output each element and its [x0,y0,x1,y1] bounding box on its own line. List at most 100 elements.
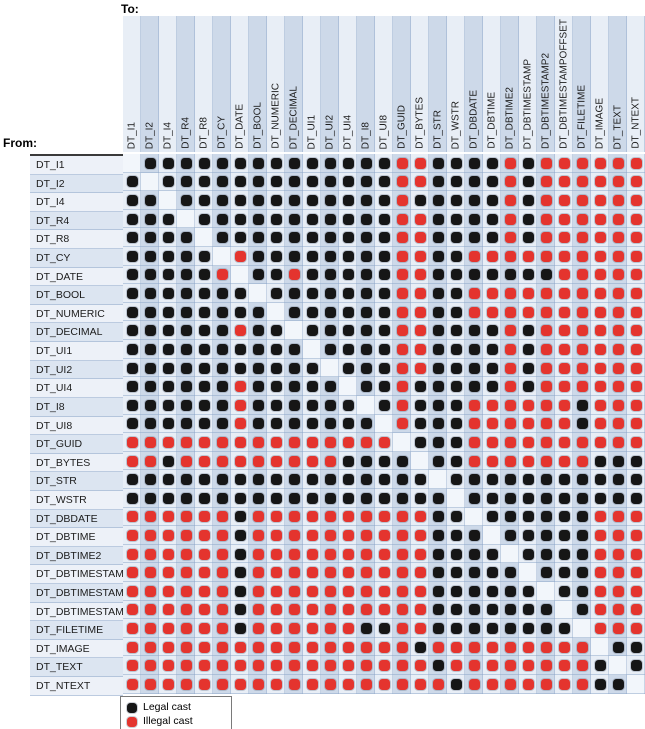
legal-cast-dot [162,288,174,300]
legal-cast-dot [234,585,246,597]
matrix-cell [141,247,159,266]
legal-cast-dot [486,604,498,616]
matrix-cell [177,209,195,229]
illegal-cast-dot [522,399,534,411]
matrix-cell [447,582,465,601]
matrix-cell [483,656,501,676]
illegal-cast-dot [558,343,570,355]
legal-cast-dot [612,492,624,504]
matrix-cell [537,414,555,434]
matrix-cell [141,284,159,303]
illegal-cast-dot [198,511,210,523]
illegal-cast-dot [612,325,624,337]
column-header-dt_dbtimestamp2: DT_DBTIMESTAMP2 [537,16,555,152]
matrix-cell [249,209,267,229]
matrix-cell [483,414,501,434]
illegal-cast-dot [414,585,426,597]
matrix-cell [339,265,357,285]
illegal-cast-dot [504,399,516,411]
legal-cast-dot [486,623,498,635]
illegal-cast-dot [360,436,372,448]
legal-cast-dot [594,455,606,467]
illegal-cast-dot [486,306,498,318]
matrix-cell [231,209,249,229]
illegal-cast-dot [594,623,606,635]
illegal-cast-dot [162,660,174,672]
matrix-cell [465,656,483,676]
legal-cast-dot [162,492,174,504]
column-header-text: DT_UI4 [342,114,354,149]
column-headers: DT_I1 DT_I2 DT_I4 DT_R4 DT_R8 DT_CY DT_DATE DT_… [123,16,645,152]
matrix-cell [357,637,375,657]
matrix-cell [159,526,177,545]
column-header-text: DT_DBTIMESTAMP [522,58,534,149]
matrix-cell [393,414,411,434]
column-header-dt_decimal: DT_DECIMAL [285,16,303,152]
column-header-text: DT_DBTIMESTAMP2 [540,53,552,149]
illegal-cast-dot [540,157,552,169]
matrix-cell [573,395,591,415]
matrix-cell [249,619,267,638]
illegal-cast-dot [576,269,588,281]
matrix-cell [429,619,447,638]
legend-label-legal: Legal cast [143,701,191,713]
illegal-cast-dot [288,604,300,616]
legal-cast-dot [288,362,300,374]
legal-cast-dot [432,418,444,430]
illegal-cast-dot [630,623,642,635]
legal-cast-dot [576,567,588,579]
matrix-cell [447,395,465,415]
matrix-cell [231,377,249,396]
legal-cast-dot [216,492,228,504]
illegal-cast-dot [396,548,408,560]
matrix-cell [483,284,501,303]
illegal-cast-dot [162,641,174,653]
matrix-cell [465,228,483,248]
matrix-cell [627,507,645,527]
matrix-cell [393,228,411,248]
matrix-cell [195,526,213,545]
matrix-cell [339,656,357,676]
illegal-cast-dot [414,157,426,169]
illegal-cast-dot [144,548,156,560]
legal-cast-dot [612,474,624,486]
matrix-cell [213,377,231,396]
matrix-cell [447,172,465,192]
legal-cast-dot [360,343,372,355]
illegal-cast-dot [252,623,264,635]
legal-cast-dot [252,306,264,318]
legal-cast-dot [324,492,336,504]
row-label-dt_dbtimestampoffset: DT_DBTIMESTAMPOFFSET [30,602,172,622]
legal-cast-dot [324,306,336,318]
matrix-cell [447,377,465,396]
illegal-cast-dot [486,455,498,467]
illegal-cast-dot [504,678,516,690]
matrix-cell [555,563,573,583]
illegal-cast-dot [612,585,624,597]
matrix-cell [627,451,645,471]
illegal-cast-dot [540,325,552,337]
matrix-cell [357,656,375,676]
legal-cast-dot [180,195,192,207]
column-header-dt_bool: DT_BOOL [249,16,267,152]
legal-cast-dot [324,325,336,337]
matrix-cell [609,154,627,173]
matrix-cell [483,302,501,322]
illegal-cast-dot [612,269,624,281]
legal-cast-dot [522,623,534,635]
illegal-cast-dot [324,641,336,653]
illegal-cast-dot [414,288,426,300]
illegal-cast-dot [414,343,426,355]
matrix-cell [195,265,213,285]
matrix-cell [393,302,411,322]
legal-cast-dot [576,548,588,560]
matrix-cell [213,582,231,601]
matrix-cell [177,358,195,378]
column-header-text: DT_UI2 [324,114,336,149]
legal-cast-dot [306,157,318,169]
matrix-cell [591,414,609,434]
legal-cast-dot [432,288,444,300]
matrix-cell [339,209,357,229]
legal-cast-dot [486,213,498,225]
